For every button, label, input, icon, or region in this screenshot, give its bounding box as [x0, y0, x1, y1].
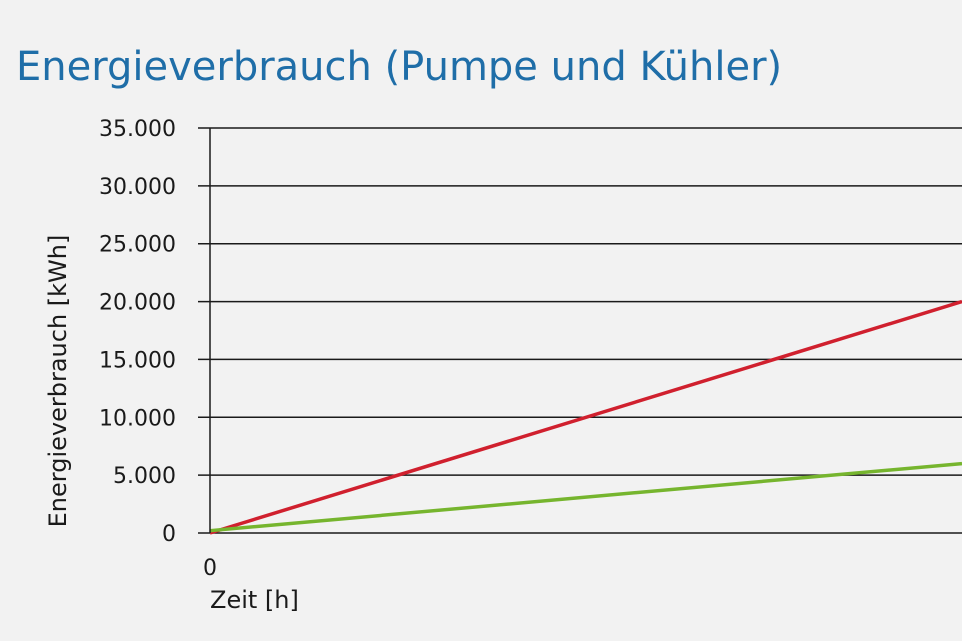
series-line [209, 299, 962, 535]
y-tick-labels: 0 5.000 10.000 15.000 20.000 25.000 30.000 35.0… [99, 117, 176, 547]
x-tick-label: 0 [203, 556, 217, 581]
y-tick-label: 15.000 [99, 348, 176, 373]
y-tick-label: 0 [162, 522, 176, 547]
y-tick-label: 10.000 [99, 406, 176, 431]
y-axis-label: Energieverbrauch [kWh] [44, 235, 72, 528]
y-tick-label: 30.000 [99, 175, 176, 200]
series-line [209, 461, 962, 533]
y-tick-label: 35.000 [99, 117, 176, 142]
y-tick-label: 5.000 [113, 464, 176, 489]
series-lines [209, 299, 962, 535]
y-tick-label: 25.000 [99, 233, 176, 258]
x-axis-label: Zeit [h] [210, 586, 299, 614]
grid-lines [198, 127, 962, 534]
x-tick-labels: 0 [203, 556, 217, 581]
y-tick-label: 20.000 [99, 291, 176, 316]
chart-title: Energieverbrauch (Pumpe und Kühler) [16, 44, 783, 90]
